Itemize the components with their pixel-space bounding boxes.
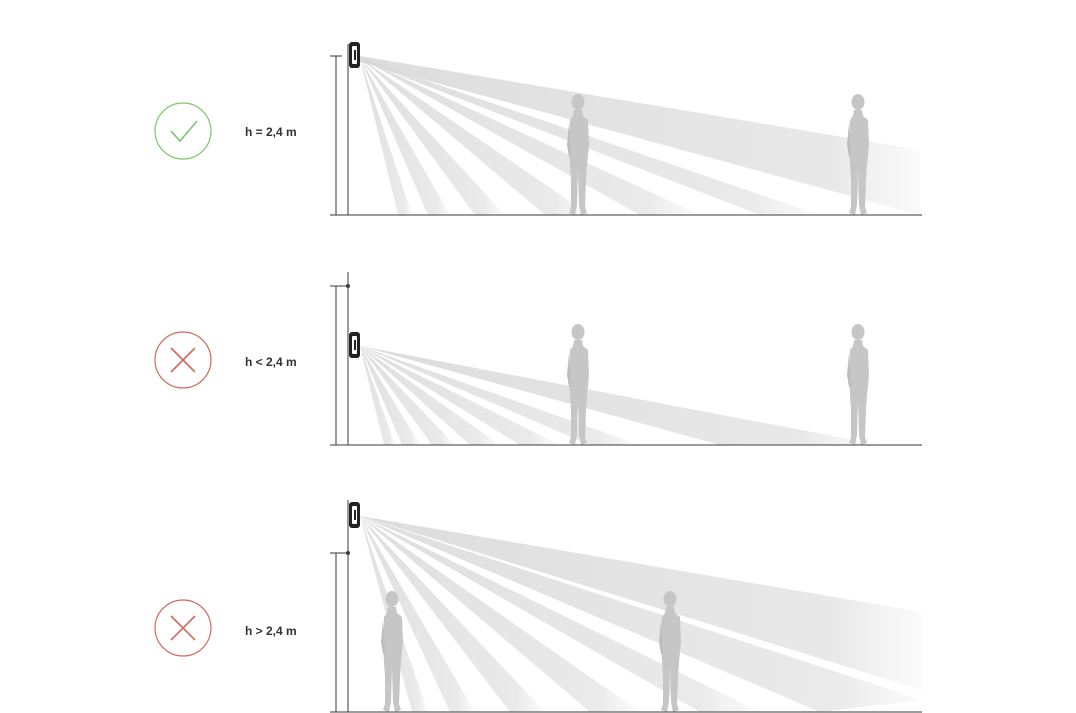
motion-sensor-icon [349,502,360,528]
beam-fan [360,56,920,215]
panel-too-low: h < 2,4 m [154,272,922,446]
person-silhouette-icon [847,324,869,445]
beam-fan [360,346,880,445]
cross-icon [154,599,212,657]
motion-sensor-icon [349,332,360,358]
motion-sensor-icon [349,42,360,68]
height-label: h = 2,4 m [245,125,297,139]
panel-correct: h = 2,4 m [154,42,922,216]
height-label: h > 2,4 m [245,624,297,638]
check-icon [154,102,212,160]
person-silhouette-icon [381,591,403,712]
beam-fan [360,516,922,712]
height-label: h < 2,4 m [245,355,297,369]
panel-too-high: h > 2,4 m [154,500,922,713]
cross-icon [154,331,212,389]
